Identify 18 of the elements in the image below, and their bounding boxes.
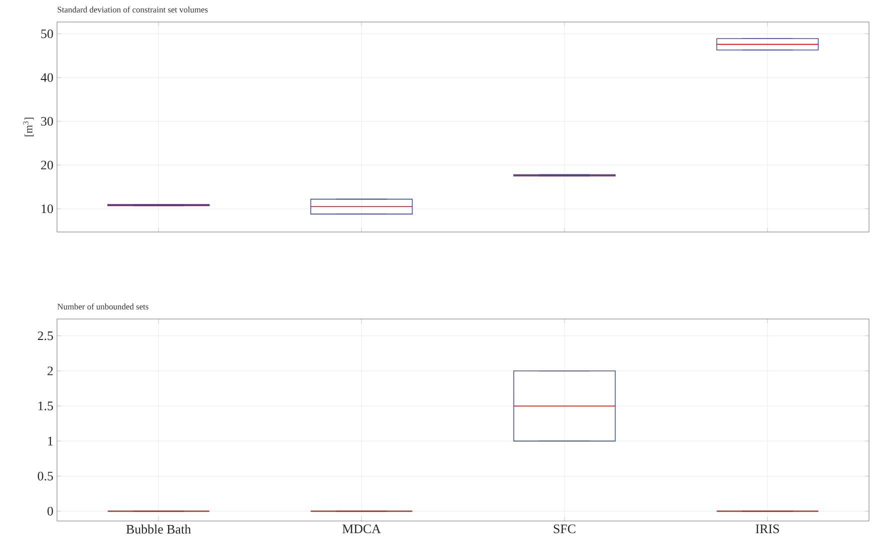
y-axis-title: [m$^{3}$] <box>23 118 34 136</box>
y-tick-label: 1.5 <box>38 402 53 410</box>
y-tick-label: 2 <box>48 366 53 376</box>
y-tick-label: 20 <box>41 160 53 170</box>
chart-title: Number of unbounded sets <box>57 303 148 310</box>
y-tick-label: 40 <box>40 73 53 82</box>
y-tick-label: 50 <box>41 29 53 38</box>
y-tick-label: 2.5 <box>38 331 53 340</box>
y-tick-label: 0 <box>48 506 53 516</box>
x-tick-label: Bubble Bath <box>126 524 191 534</box>
chart-title: Standard deviation of constraint set volumes <box>58 6 208 12</box>
x-tick-label: SFC <box>554 524 576 534</box>
y-tick-label: 30 <box>41 116 53 126</box>
y-tick-label: 10 <box>42 204 53 214</box>
x-tick-label: MDCA <box>342 524 381 534</box>
y-tick-label: 1 <box>48 436 53 446</box>
y-tick-label: 0.5 <box>38 472 53 481</box>
x-tick-label: IRIS <box>756 524 779 534</box>
